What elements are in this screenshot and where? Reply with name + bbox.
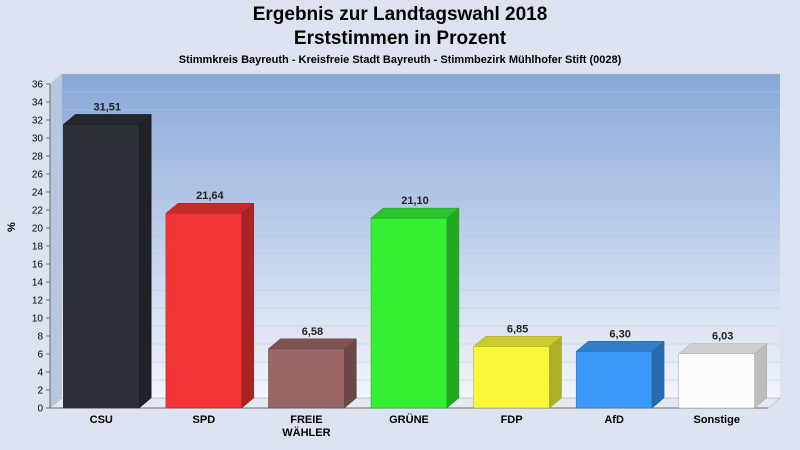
gridline-left bbox=[49, 181, 63, 193]
bar-side-0 bbox=[138, 113, 152, 409]
bar-side-4 bbox=[549, 335, 562, 409]
bar-6 bbox=[678, 353, 755, 409]
y-tick-label: 6 bbox=[37, 350, 43, 361]
gridline-left bbox=[49, 271, 63, 283]
gridline-left bbox=[49, 343, 63, 355]
bar-top-2 bbox=[267, 338, 358, 350]
data-label-2: 6,58 bbox=[302, 326, 323, 338]
gridline-left bbox=[49, 235, 63, 247]
chart-title: Ergebnis zur Landtagswahl 2018 bbox=[252, 4, 548, 25]
x-tick-label-4: FDP bbox=[501, 414, 523, 426]
gridline-left bbox=[49, 217, 63, 229]
bar-top-3 bbox=[370, 207, 460, 219]
x-tick-label-5: AfD bbox=[604, 414, 624, 426]
gridline-left bbox=[49, 325, 63, 337]
chart-title-2: Erststimmen in Prozent bbox=[293, 28, 507, 49]
y-tick-label: 16 bbox=[32, 260, 44, 271]
bar-0 bbox=[63, 124, 140, 409]
x-tick-label-2-1: WÄHLER bbox=[282, 426, 330, 439]
x-tick-label-0: CSU bbox=[90, 414, 113, 426]
gridline-left bbox=[49, 73, 63, 85]
x-tick-label-6: Sonstige bbox=[693, 414, 739, 426]
bar-side-3 bbox=[446, 207, 460, 409]
gridline-left bbox=[49, 163, 63, 175]
chart-subtitle: Stimmkreis Bayreuth - Kreisfreie Stadt B… bbox=[178, 54, 622, 66]
y-tick-label: 32 bbox=[32, 116, 44, 127]
gridline-left bbox=[49, 361, 63, 373]
bar-side-1 bbox=[241, 202, 255, 409]
gridline-left bbox=[49, 307, 63, 319]
gridline-left bbox=[49, 91, 63, 103]
bar-side-6 bbox=[754, 343, 767, 409]
y-tick-label: 34 bbox=[32, 98, 44, 109]
y-tick-label: 20 bbox=[32, 224, 44, 235]
bar-top-0 bbox=[62, 114, 152, 125]
data-label-0: 31,51 bbox=[94, 101, 122, 113]
y-tick-label: 28 bbox=[32, 152, 44, 163]
data-label-1: 21,64 bbox=[196, 190, 224, 202]
y-tick-label: 14 bbox=[32, 278, 44, 289]
y-tick-label: 24 bbox=[32, 188, 44, 199]
x-tick-label-1: SPD bbox=[193, 414, 216, 426]
gridline-left bbox=[49, 379, 63, 391]
gridline-left bbox=[49, 397, 63, 409]
gridline-left bbox=[49, 127, 63, 139]
y-tick-label: 26 bbox=[32, 170, 44, 181]
y-tick-label: 18 bbox=[32, 242, 44, 253]
y-tick-label: 10 bbox=[32, 314, 44, 325]
x-tick-label-3: GRÜNE bbox=[389, 413, 429, 426]
y-tick-label: 2 bbox=[37, 386, 43, 397]
gridline-left bbox=[49, 253, 63, 265]
y-tick-label: 8 bbox=[37, 332, 43, 343]
bar-side-5 bbox=[651, 340, 665, 409]
bar-side-2 bbox=[344, 338, 357, 409]
y-tick-label: 0 bbox=[37, 404, 43, 415]
bar-4 bbox=[473, 346, 550, 409]
gridline-left bbox=[49, 109, 63, 121]
bar-2 bbox=[268, 348, 345, 409]
bar-top-4 bbox=[472, 336, 563, 347]
bar-top-6 bbox=[678, 343, 768, 354]
bar-top-5 bbox=[575, 341, 665, 352]
x-tick-label-2: FREIE bbox=[290, 414, 322, 426]
gridline-left bbox=[49, 199, 63, 211]
y-tick-label: 30 bbox=[32, 134, 44, 145]
gridline-left bbox=[49, 289, 63, 301]
gridline-left bbox=[49, 145, 63, 157]
bar-top-1 bbox=[165, 202, 255, 214]
data-label-3: 21,10 bbox=[401, 195, 429, 207]
y-tick-label: 22 bbox=[32, 206, 44, 217]
data-label-4: 6,85 bbox=[507, 323, 528, 335]
bar-5 bbox=[575, 351, 653, 409]
y-tick-label: 36 bbox=[32, 80, 44, 91]
data-label-6: 6,03 bbox=[712, 331, 733, 343]
bar-1 bbox=[165, 212, 243, 409]
y-tick-label: 4 bbox=[37, 368, 43, 379]
bar-3 bbox=[370, 217, 448, 409]
data-label-5: 6,30 bbox=[609, 328, 630, 340]
y-tick-label: 12 bbox=[32, 296, 44, 307]
